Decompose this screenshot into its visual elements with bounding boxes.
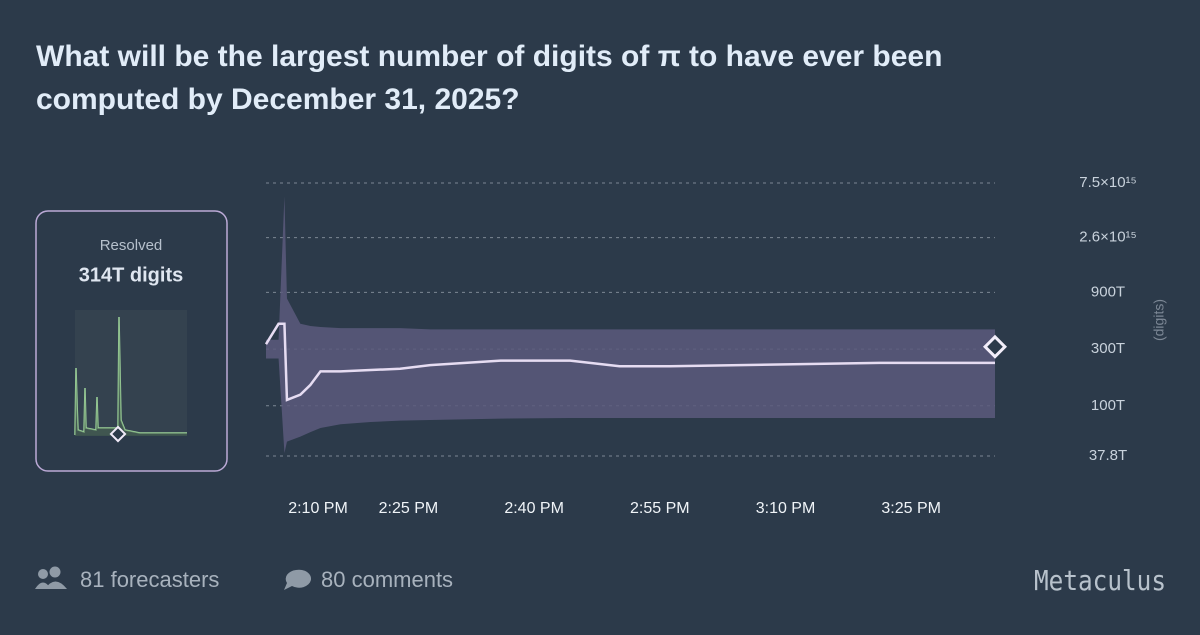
forecasters-icon [38, 569, 48, 579]
y-tick-label: 2.6×10¹⁵ [1079, 229, 1137, 246]
forecasters-icon [49, 566, 61, 578]
x-tick-label: 2:40 PM [504, 500, 564, 517]
title: computed by December 31, 2025? [36, 83, 520, 116]
x-tick-label: 2:55 PM [630, 500, 690, 517]
sparkline-marker [109, 425, 127, 443]
comments-icon [284, 569, 312, 590]
forecasters: 81 forecasters [80, 567, 219, 592]
brand: Metaculus [1034, 564, 1166, 597]
sparkline-bg [75, 310, 187, 435]
y-tick-label: 37.8T [1089, 447, 1127, 464]
x-tick-label: 2:25 PM [379, 500, 439, 517]
resolution-value: 314T digits [79, 264, 183, 286]
resolution-box [35, 210, 228, 472]
y-tick-label: 300T [1091, 340, 1125, 357]
y-tick-label: 100T [1091, 397, 1125, 414]
x-tick-label: 2:10 PM [288, 500, 348, 517]
y-axis-label: (digits) [1151, 299, 1167, 341]
median-line [264, 322, 995, 402]
resolution-label: Resolved [100, 237, 163, 254]
x-tick-label: 3:25 PM [881, 500, 941, 517]
y-tick-label: 900T [1091, 283, 1125, 300]
title: What will be the largest number of digit… [36, 40, 942, 73]
x-tick-label: 3:10 PM [756, 500, 816, 517]
resolution-marker [982, 334, 1008, 359]
plot: 37.8T 100T 300T 900T 2.6×10¹⁵ 7.5×10¹⁵ 2:10 PM… [264, 174, 1137, 517]
forecasters-icon [35, 581, 67, 589]
y-tick-label: 7.5×10¹⁵ [1079, 174, 1137, 191]
comments: 80 comments [321, 567, 453, 592]
interval-band [266, 196, 995, 454]
